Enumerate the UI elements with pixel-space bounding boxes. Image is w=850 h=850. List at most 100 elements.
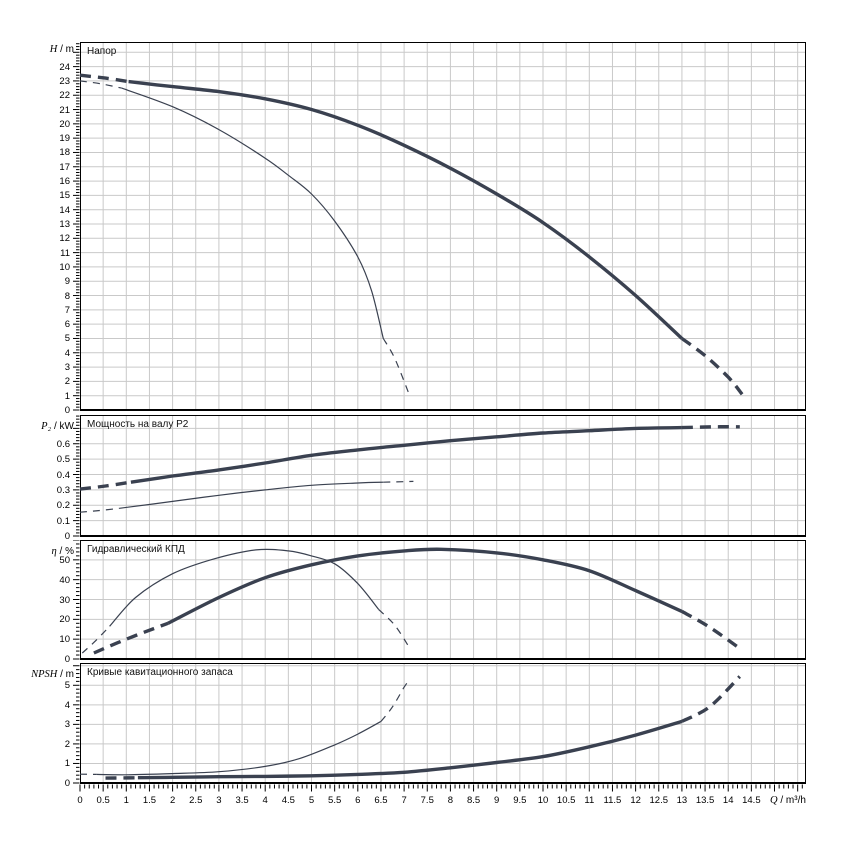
x-tick-label: 2.5	[189, 795, 203, 806]
series-power-reduced-speed-dashed	[79, 507, 120, 513]
series-power-reduced-speed-solid	[119, 481, 384, 509]
plot-border	[80, 663, 806, 784]
chart-title-power: Мощность на валу P2	[87, 419, 189, 430]
series-head-main-speed-solid	[128, 79, 684, 340]
y-tick-label-head: 0	[64, 405, 70, 416]
x-tick-label: 1.5	[142, 795, 157, 806]
chart-head-plot	[73, 42, 806, 411]
y-tick-label-head: 15	[59, 190, 70, 202]
x-tick-label: 0	[77, 795, 83, 806]
x-tick-label: 11.5	[603, 795, 622, 806]
y-tick-label-npsh: 2	[64, 738, 70, 750]
x-axis	[79, 784, 803, 792]
y-tick-label-head: 5	[64, 333, 70, 345]
series-head-main-speed-dashed	[680, 337, 744, 396]
y-tick-label-npsh: 0	[64, 778, 70, 789]
series-efficiency-reduced-speed-dashed	[81, 625, 111, 654]
x-tick-label: 5.5	[328, 795, 342, 806]
x-tick-label: 7	[401, 795, 407, 806]
y-tick-label-head: 2	[64, 376, 70, 388]
y-tick-label-head: 7	[64, 304, 70, 316]
y-axis-label-npsh: NPSH / m	[31, 669, 74, 680]
x-tick-label: 3.5	[235, 795, 249, 806]
x-tick-label: 12.5	[649, 795, 669, 806]
y-tick-label-power: 0.6	[56, 438, 70, 450]
series-power-reduced-speed-dashed	[383, 480, 414, 483]
y-tick-label-power: 0.5	[56, 454, 70, 466]
x-tick-label: 3	[216, 795, 222, 806]
y-tick-label-head: 21	[59, 104, 70, 116]
series-efficiency-main-speed-dashed	[93, 621, 169, 655]
x-tick-label: 4	[262, 795, 268, 806]
y-tick-label-head: 17	[59, 161, 70, 173]
x-tick-label: 12	[630, 795, 641, 806]
y-tick-label-head: 14	[59, 204, 70, 216]
series-head-main-speed-dashed	[79, 73, 129, 84]
y-tick-label-head: 24	[59, 61, 70, 73]
y-tick-label-npsh: 5	[64, 680, 70, 692]
y-tick-label-head: 6	[64, 319, 70, 331]
y-tick-label-eff: 0	[64, 654, 70, 665]
y-tick-label-head: 23	[59, 75, 70, 87]
y-axis-label-eff: η / %	[51, 546, 74, 557]
y-tick-label-eff: 10	[59, 634, 70, 646]
y-tick-label-eff: 50	[59, 554, 70, 566]
y-tick-label-head: 16	[59, 176, 70, 188]
y-tick-label-power: 0	[64, 531, 70, 542]
x-axis-unit-label: Q / m³/h	[770, 795, 806, 806]
y-tick-label-npsh: 3	[64, 719, 70, 731]
y-tick-label-head: 8	[64, 290, 70, 302]
y-tick-label-power: 0.4	[56, 469, 70, 481]
x-tick-label: 13	[676, 795, 688, 806]
plot-border	[80, 415, 806, 537]
series-head-reduced-speed-dashed	[382, 338, 411, 396]
series-power-main-speed-dashed	[79, 480, 132, 491]
x-tick-label: 14	[722, 795, 734, 806]
y-tick-label-eff: 40	[59, 574, 70, 586]
x-tick-label: 10.5	[556, 795, 576, 806]
series-head-reduced-speed-dashed	[79, 80, 122, 89]
chart-power-plot	[73, 415, 806, 537]
series-npsh-main-speed-dashed	[681, 675, 742, 723]
y-tick-label-head: 1	[64, 390, 70, 402]
chart-title-npsh: Кривые кавитационного запаса	[87, 667, 233, 678]
x-tick-label: 9.5	[513, 795, 527, 806]
series-efficiency-main-speed-dashed	[681, 609, 744, 652]
series-efficiency-reduced-speed-solid	[109, 548, 380, 627]
series-efficiency-main-speed-solid	[167, 547, 683, 625]
y-tick-label-head: 13	[59, 218, 70, 230]
y-tick-label-npsh: 4	[64, 699, 70, 711]
y-tick-label-head: 18	[59, 147, 70, 159]
y-tick-label-eff: 30	[59, 594, 70, 606]
x-tick-label: 1	[123, 795, 129, 806]
x-tick-label: 8	[447, 795, 454, 806]
chart-eff-plot	[73, 540, 806, 660]
series-efficiency-reduced-speed-dashed	[378, 608, 411, 649]
y-tick-label-head: 22	[59, 90, 70, 102]
y-tick-label-head: 11	[60, 247, 70, 259]
x-tick-label: 0.5	[96, 795, 110, 806]
y-tick-label-head: 9	[64, 276, 70, 288]
y-axis-label-head: H / m	[49, 44, 74, 55]
x-tick-label: 13.5	[695, 795, 715, 806]
x-tick-label: 6	[355, 795, 361, 806]
y-tick-label-power: 0.3	[56, 484, 70, 496]
chart-title-head: Напор	[87, 46, 117, 57]
y-tick-label-head: 4	[64, 347, 70, 359]
plot-border	[80, 42, 806, 411]
y-axis-label-power: P₂ / kW	[41, 421, 74, 432]
x-tick-label: 5	[308, 795, 315, 806]
y-tick-label-head: 20	[59, 118, 70, 130]
y-tick-label-power: 0.2	[56, 500, 70, 512]
y-tick-label-power: 0.1	[56, 515, 70, 527]
x-tick-label: 7.5	[420, 795, 434, 806]
y-tick-label-head: 19	[59, 133, 70, 145]
chart-title-eff: Гидравлический КПД	[87, 544, 185, 555]
x-tick-label: 8.5	[466, 795, 481, 806]
x-tick-label: 10	[537, 795, 549, 806]
x-tick-label: 11	[584, 795, 595, 806]
x-tick-label: 14.5	[742, 795, 761, 806]
chart-npsh-plot	[73, 663, 806, 784]
x-tick-label: 9	[494, 795, 500, 806]
y-tick-label-head: 3	[64, 362, 70, 374]
